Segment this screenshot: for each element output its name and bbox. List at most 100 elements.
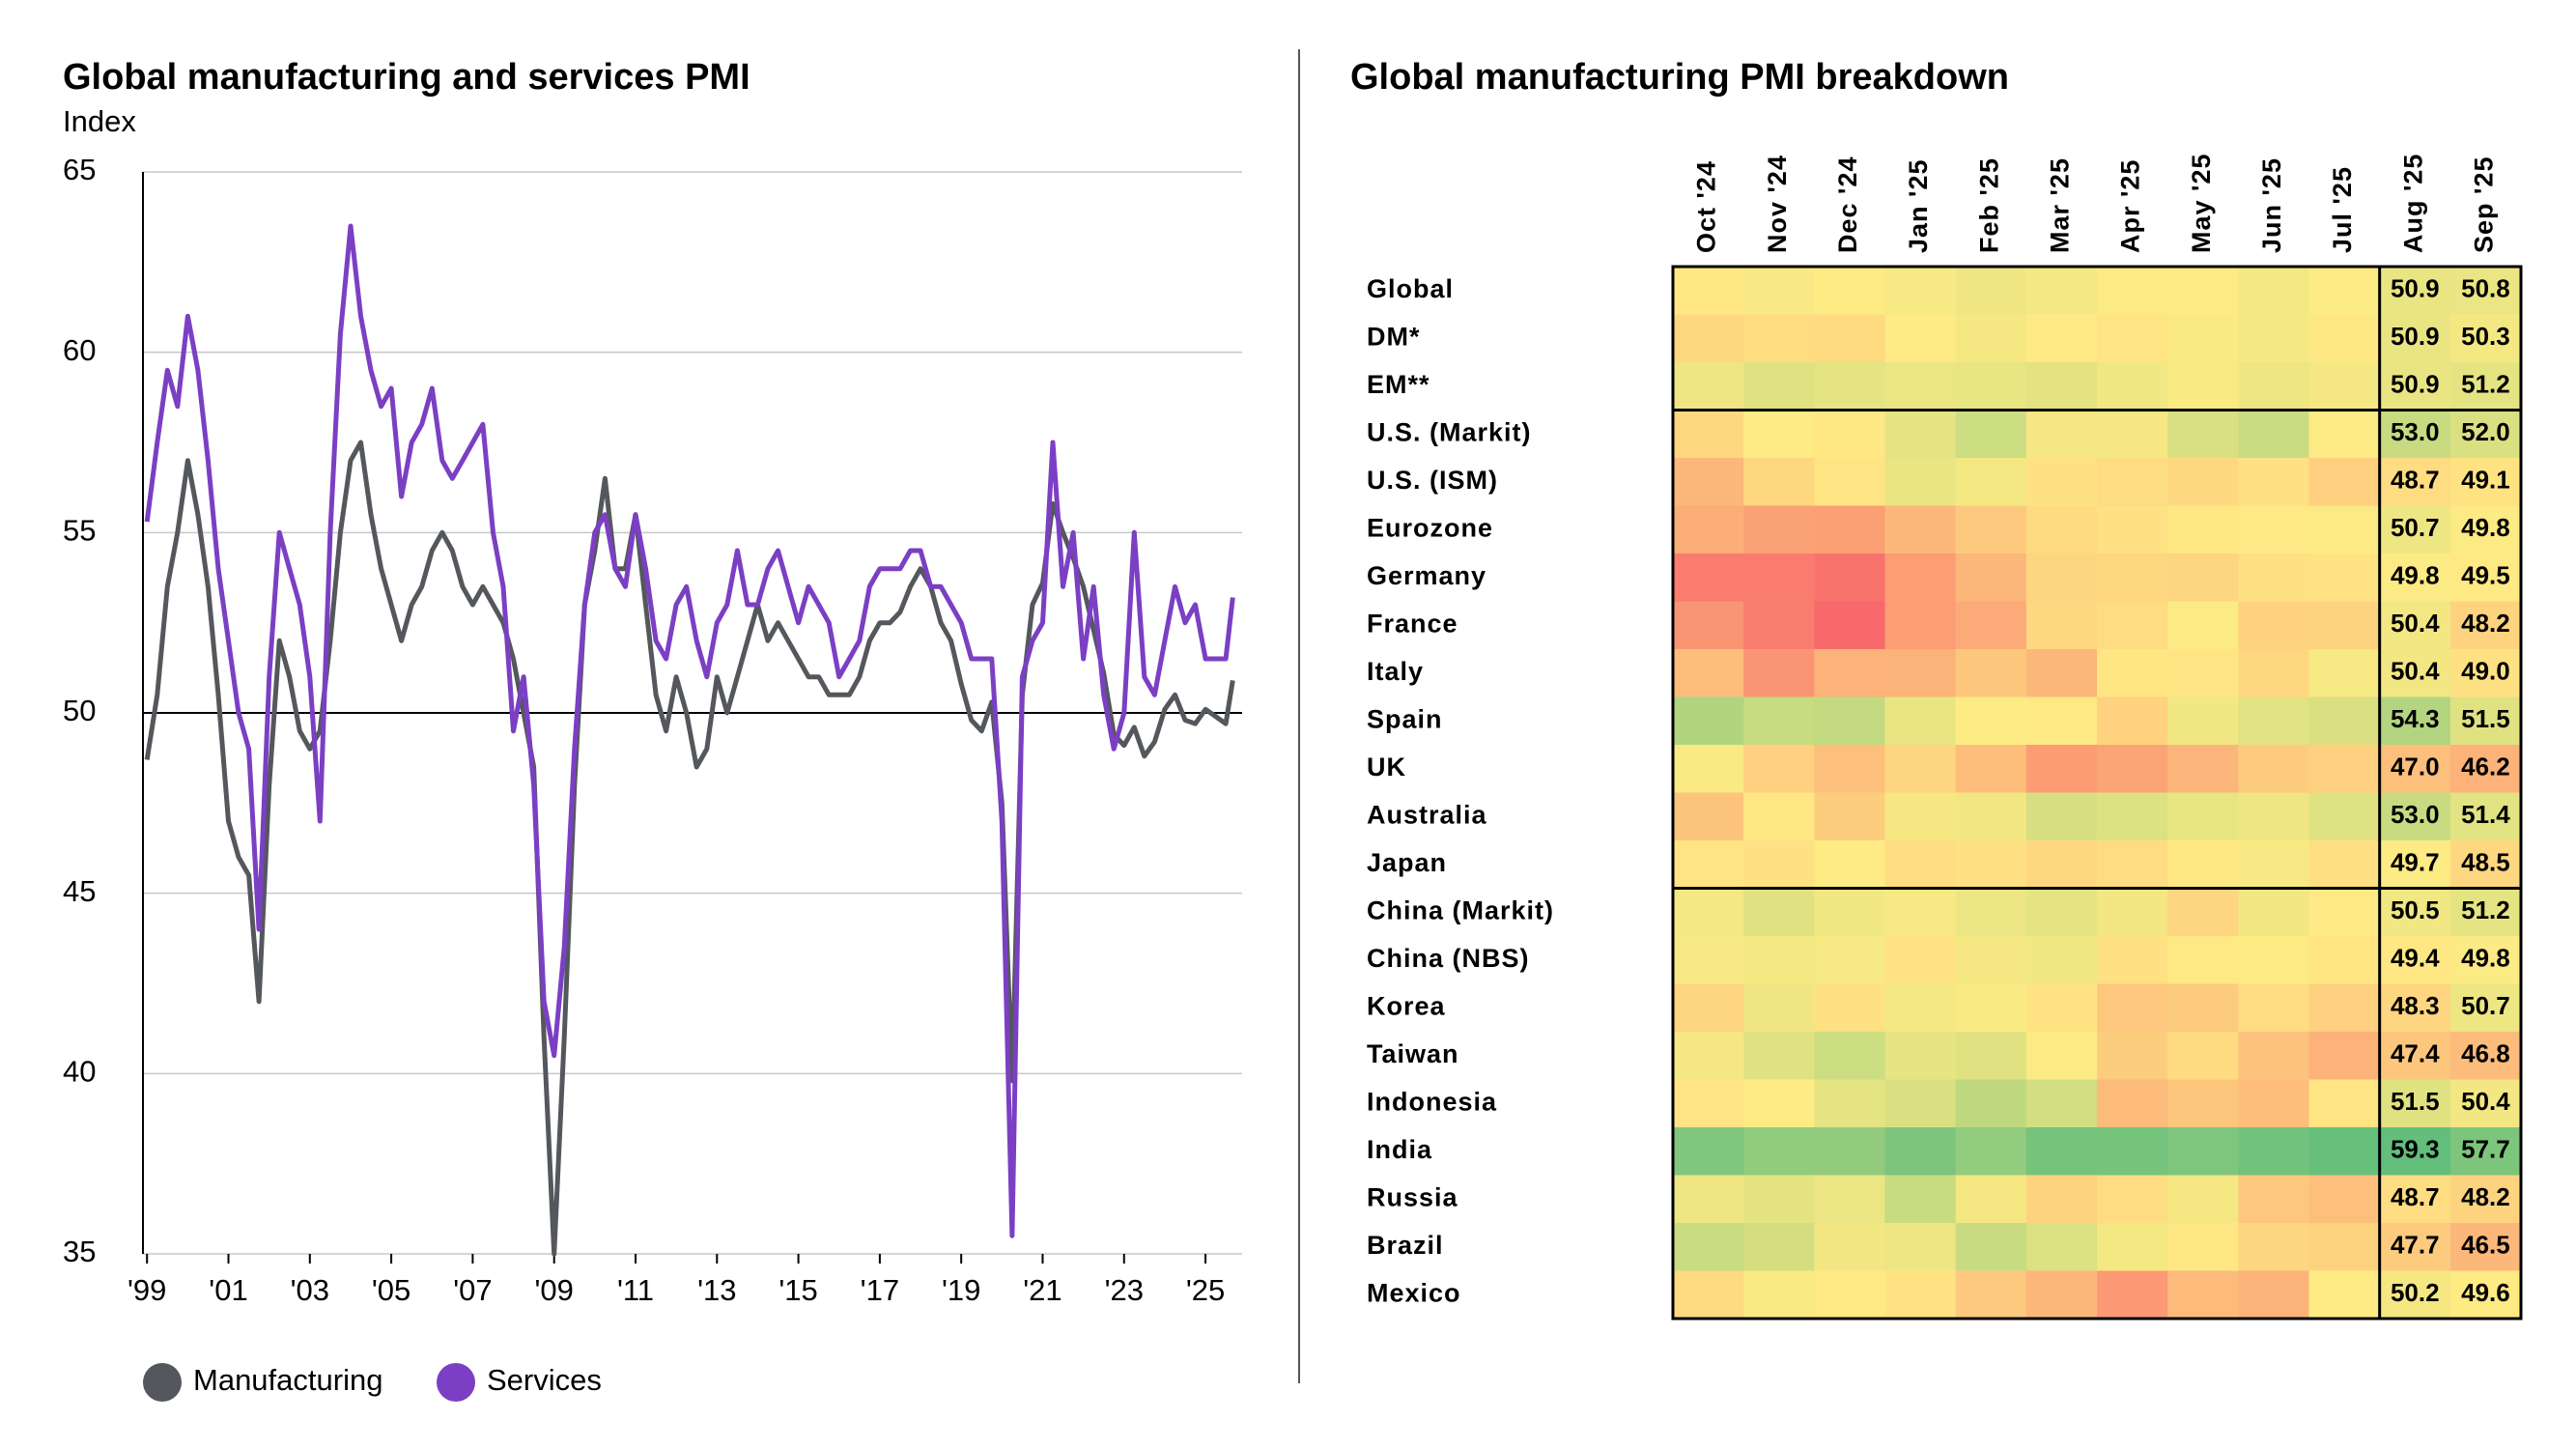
- heatmap-cell: [2238, 554, 2309, 602]
- heatmap-cell: [1884, 267, 1957, 315]
- heatmap-cell: [2167, 936, 2239, 984]
- heatmap-cell: [2238, 888, 2309, 937]
- heatmap-cell: [2449, 888, 2522, 937]
- cell-label: 50.9: [2391, 322, 2440, 351]
- row-label: Eurozone: [1367, 513, 1493, 542]
- heatmap-cell: [1743, 505, 1815, 554]
- cell-label: 59.3: [2391, 1135, 2440, 1164]
- cell-label: 48.5: [2461, 848, 2510, 877]
- x-tick-label: '15: [778, 1273, 817, 1307]
- heatmap-cell: [1884, 601, 1957, 650]
- column-header: Feb '25: [1974, 157, 2003, 253]
- heatmap-cell: [2097, 362, 2168, 411]
- heatmap-cell: [1955, 696, 2027, 746]
- row-label: Global: [1367, 274, 1454, 303]
- column-header: Apr '25: [2116, 159, 2145, 253]
- heatmap-cell: [1673, 362, 1744, 411]
- heatmap-cell: [1673, 505, 1744, 554]
- heatmap-cell: [1814, 362, 1885, 411]
- row-label: U.S. (ISM): [1367, 466, 1498, 495]
- heatmap-cell: [2097, 1032, 2168, 1080]
- heatmap-cell: [1955, 267, 2027, 315]
- heatmap-cell: [1673, 1270, 1744, 1320]
- cell-label: 52.0: [2461, 417, 2510, 446]
- heatmap-cell: [2238, 696, 2309, 746]
- x-tick-label: '21: [1023, 1273, 1062, 1307]
- y-tick-label: 50: [63, 694, 96, 727]
- heatmap-cell: [1955, 792, 2027, 841]
- cell-label: 47.7: [2391, 1231, 2440, 1260]
- heatmap-cell: [2308, 936, 2381, 984]
- heatmap-cell: [1955, 314, 2027, 363]
- heatmap-cell: [2238, 1079, 2309, 1128]
- heatmap-border: [1671, 265, 2523, 1321]
- heatmap-cell: [2308, 410, 2381, 459]
- heatmap-cell: [1743, 314, 1815, 363]
- y-tick-label: 55: [63, 514, 96, 548]
- heatmap-cell: [1743, 1079, 1815, 1128]
- heatmap-cell: [2238, 505, 2309, 554]
- heatmap-cell: [1884, 745, 1957, 793]
- cell-label: 57.7: [2461, 1135, 2510, 1164]
- heatmap-cell: [2308, 1223, 2381, 1271]
- cell-label: 50.4: [2391, 609, 2440, 638]
- cell-label: 48.2: [2461, 609, 2510, 638]
- heatmap-cell: [2379, 745, 2451, 793]
- heatmap-cell: [1884, 314, 1957, 363]
- heatmap-cell: [2025, 1175, 2098, 1224]
- heatmap-cell: [1814, 1127, 1885, 1176]
- cell-label: 51.4: [2461, 800, 2510, 829]
- heatmap-cell: [1743, 267, 1815, 315]
- heatmap-cell: [2449, 505, 2522, 554]
- heatmap-cell: [2025, 410, 2098, 459]
- heatmap-cell: [2025, 792, 2098, 841]
- heatmap-cell: [2308, 649, 2381, 697]
- heatmap-cell: [1955, 840, 2027, 889]
- heatmap-cell: [1884, 696, 1957, 746]
- heatmap-cell: [1884, 888, 1957, 937]
- heatmap-cell: [2167, 1032, 2239, 1080]
- heatmap-cell: [2449, 458, 2522, 506]
- row-label: UK: [1367, 753, 1406, 781]
- row-label: France: [1367, 609, 1458, 638]
- cell-label: 50.4: [2391, 657, 2440, 686]
- legend-label: Manufacturing: [193, 1363, 382, 1397]
- heatmap-cell: [2167, 458, 2239, 506]
- row-label: Korea: [1367, 991, 1446, 1020]
- heatmap-cell: [2308, 1079, 2381, 1128]
- column-header: Oct '24: [1692, 160, 1721, 253]
- y-tick-label: 35: [63, 1235, 96, 1268]
- y-axis-label: Index: [63, 104, 136, 138]
- heatmap-cell: [2167, 1175, 2239, 1224]
- heatmap-cell: [1955, 649, 2027, 697]
- heatmap-cell: [1743, 1270, 1815, 1320]
- cell-label: 50.8: [2461, 274, 2510, 303]
- cell-label: 49.7: [2391, 848, 2440, 877]
- heatmap-cell: [1743, 936, 1815, 984]
- heatmap-cell: [1814, 601, 1885, 650]
- heatmap-cell: [2097, 792, 2168, 841]
- heatmap-cell: [2238, 1032, 2309, 1080]
- heatmap-cell: [2167, 1079, 2239, 1128]
- heatmap-cell: [2097, 410, 2168, 459]
- cell-label: 47.0: [2391, 753, 2440, 781]
- x-tick-label: '17: [861, 1273, 899, 1307]
- heatmap-cell: [1743, 1175, 1815, 1224]
- heatmap-cell: [2449, 314, 2522, 363]
- heatmap-cell: [1955, 1032, 2027, 1080]
- column-header: Jan '25: [1904, 159, 1933, 253]
- heatmap-cell: [2379, 410, 2451, 459]
- heatmap-cell: [2025, 601, 2098, 650]
- heatmap-cell: [1673, 1223, 1744, 1271]
- heatmap-cell: [2097, 983, 2168, 1033]
- heatmap-cell: [2025, 362, 2098, 411]
- heatmap-cell: [2308, 505, 2381, 554]
- cell-label: 50.3: [2461, 322, 2510, 351]
- heatmap-cell: [1814, 983, 1885, 1033]
- heatmap-cell: [2238, 1223, 2309, 1271]
- heatmap-cell: [2308, 745, 2381, 793]
- heatmap-cell: [2308, 314, 2381, 363]
- heatmap-cell: [2308, 1175, 2381, 1224]
- heatmap-cell: [2379, 1175, 2451, 1224]
